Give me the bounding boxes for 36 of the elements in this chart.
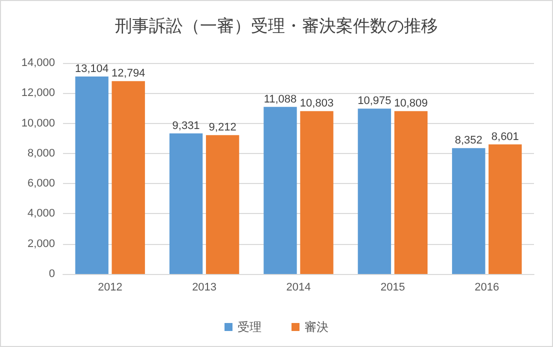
y-tick-label: 2,000	[27, 238, 55, 250]
x-tick-label: 2016	[474, 282, 500, 294]
legend-label: 審決	[304, 320, 328, 334]
legend-label: 受理	[238, 320, 262, 334]
y-tick-label: 14,000	[21, 57, 55, 69]
data-label: 10,809	[394, 98, 428, 110]
bar	[169, 133, 203, 274]
data-label: 13,104	[75, 63, 109, 76]
y-tick-label: 4,000	[27, 208, 55, 220]
x-tick-label: 2014	[286, 282, 311, 294]
y-tick-label: 10,000	[21, 117, 55, 130]
bar	[75, 76, 108, 274]
bar	[488, 144, 522, 274]
y-tick-label: 8,000	[27, 147, 55, 160]
data-label: 10,803	[300, 98, 334, 110]
data-label: 10,975	[358, 95, 392, 108]
data-label: 8,601	[491, 130, 519, 143]
data-label: 9,331	[172, 120, 200, 132]
bar	[300, 111, 334, 274]
chart-title: 刑事訴訟（一審）受理・審決案件数の推移	[115, 16, 438, 36]
x-tick-label: 2015	[380, 282, 405, 294]
data-label: 8,352	[454, 134, 482, 147]
x-tick-label: 2012	[98, 282, 122, 294]
y-tick-label: 6,000	[27, 178, 55, 190]
data-label: 12,794	[112, 68, 146, 80]
data-label: 9,212	[208, 122, 236, 134]
bar	[206, 135, 240, 274]
y-tick-label: 0	[48, 268, 55, 280]
bar	[358, 108, 392, 274]
data-label: 11,088	[264, 93, 297, 106]
bar	[264, 106, 297, 274]
x-tick-label: 2013	[192, 282, 217, 294]
y-tick-label: 12,000	[21, 87, 55, 100]
bar	[394, 111, 428, 274]
bar	[112, 81, 145, 274]
bar	[452, 148, 486, 274]
